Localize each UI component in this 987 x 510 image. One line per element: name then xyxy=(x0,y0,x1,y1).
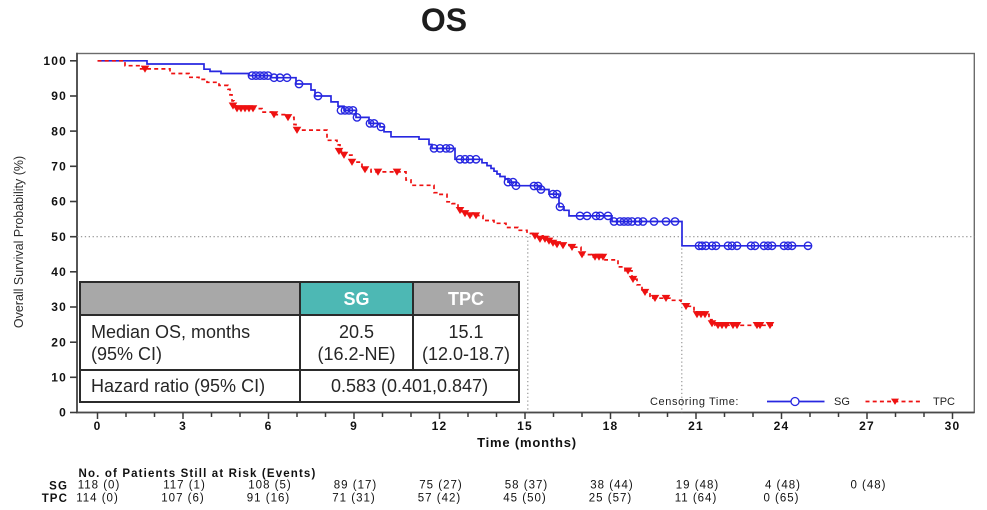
svg-text:100: 100 xyxy=(43,54,67,68)
svg-text:6: 6 xyxy=(265,419,273,433)
svg-text:107 (6): 107 (6) xyxy=(161,493,204,505)
svg-text:11 (64): 11 (64) xyxy=(675,493,718,505)
svg-text:91 (16): 91 (16) xyxy=(247,493,290,505)
svg-text:30: 30 xyxy=(945,419,961,433)
svg-text:24: 24 xyxy=(774,419,790,433)
svg-text:75 (27): 75 (27) xyxy=(419,480,462,492)
svg-text:114 (0): 114 (0) xyxy=(76,493,119,505)
svg-text:TPC: TPC xyxy=(42,493,68,505)
svg-text:Time (months): Time (months) xyxy=(477,435,577,450)
svg-text:SG: SG xyxy=(49,481,68,493)
svg-text:45 (50): 45 (50) xyxy=(503,493,546,505)
svg-text:TPC: TPC xyxy=(933,396,955,408)
svg-text:0 (48): 0 (48) xyxy=(850,480,886,492)
svg-text:117 (1): 117 (1) xyxy=(163,480,206,492)
svg-text:80: 80 xyxy=(51,124,67,138)
svg-text:70: 70 xyxy=(51,160,67,174)
svg-text:4 (48): 4 (48) xyxy=(765,480,801,492)
svg-text:38 (44): 38 (44) xyxy=(590,480,633,492)
svg-text:15: 15 xyxy=(517,419,533,433)
svg-text:0: 0 xyxy=(59,406,67,420)
svg-text:Censoring Time:: Censoring Time: xyxy=(650,396,739,408)
svg-text:No. of Patients Still at Risk: No. of Patients Still at Risk (Events) xyxy=(79,468,317,480)
svg-text:108 (5): 108 (5) xyxy=(248,480,291,492)
svg-text:89 (17): 89 (17) xyxy=(334,480,377,492)
svg-text:21: 21 xyxy=(688,419,704,433)
svg-text:18: 18 xyxy=(603,419,619,433)
svg-text:0 (65): 0 (65) xyxy=(763,493,799,505)
svg-text:0: 0 xyxy=(94,419,102,433)
svg-text:118 (0): 118 (0) xyxy=(78,480,121,492)
svg-text:40: 40 xyxy=(51,265,67,279)
svg-text:10: 10 xyxy=(51,371,67,385)
svg-text:19 (48): 19 (48) xyxy=(676,480,719,492)
svg-text:27: 27 xyxy=(859,419,875,433)
svg-text:90: 90 xyxy=(51,89,67,103)
svg-text:3: 3 xyxy=(179,419,187,433)
svg-text:50: 50 xyxy=(51,230,67,244)
svg-text:57 (42): 57 (42) xyxy=(418,493,461,505)
svg-text:9: 9 xyxy=(350,419,358,433)
svg-text:58 (37): 58 (37) xyxy=(505,480,548,492)
svg-text:30: 30 xyxy=(51,300,67,314)
svg-text:71 (31): 71 (31) xyxy=(332,493,375,505)
svg-text:12: 12 xyxy=(432,419,448,433)
svg-text:60: 60 xyxy=(51,195,67,209)
svg-text:25 (57): 25 (57) xyxy=(589,493,632,505)
svg-text:20: 20 xyxy=(51,335,67,349)
svg-text:SG: SG xyxy=(834,396,850,408)
